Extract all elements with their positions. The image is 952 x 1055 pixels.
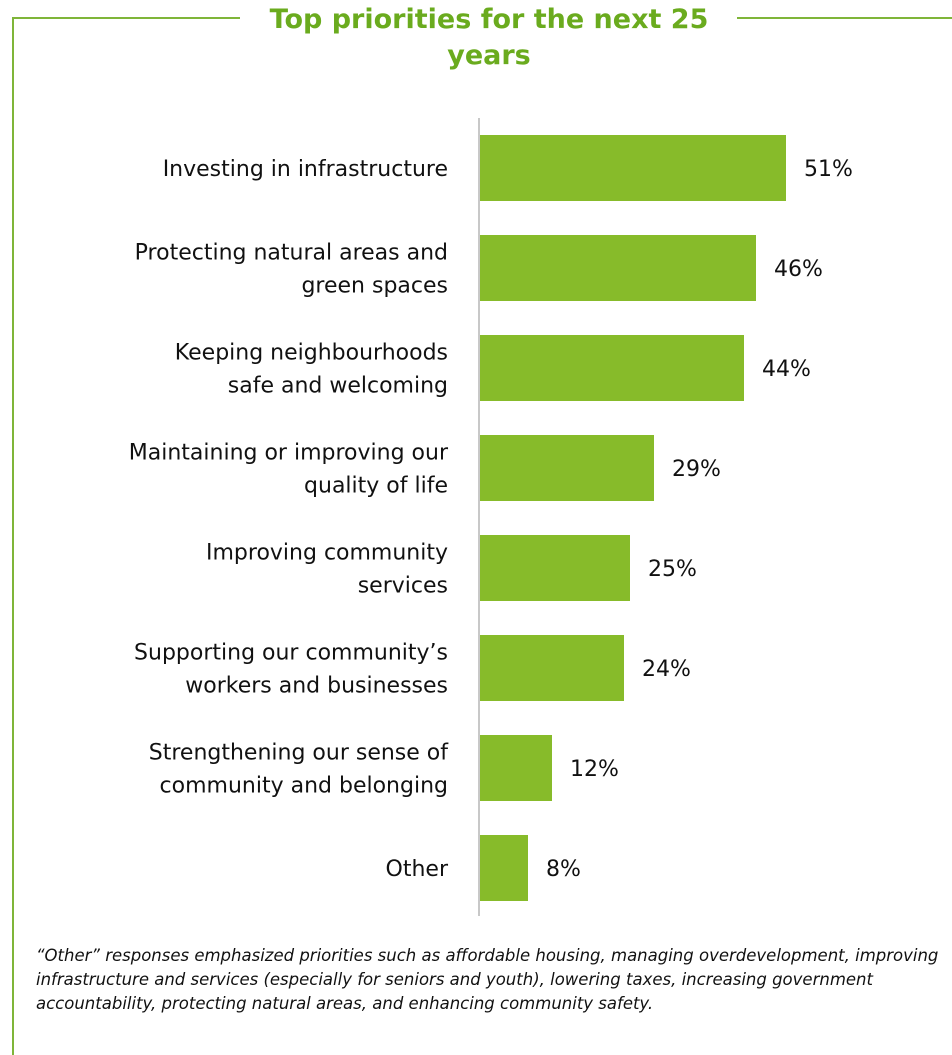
category-label: Maintaining or improving our: [129, 441, 449, 466]
category-label: Supporting our community’s: [134, 641, 448, 666]
bar: [480, 835, 528, 901]
bar: [480, 635, 624, 701]
category-label: services: [358, 574, 448, 599]
category-label: quality of life: [304, 474, 448, 499]
bar-chart: 51% Investing in infrastructure 46% Protect…: [129, 118, 853, 916]
bar-value-label: 25%: [648, 557, 697, 582]
category-label: Improving community: [206, 541, 448, 566]
footnote: “Other” responses emphasized priorities …: [36, 946, 939, 1013]
frame-top-left-line: [12, 17, 240, 19]
frame-left-line: [12, 17, 14, 1055]
bar: [480, 435, 654, 501]
category-label: Strengthening our sense of: [149, 741, 449, 766]
category-label: safe and welcoming: [228, 374, 448, 399]
category-label: Other: [386, 857, 449, 882]
bar: [480, 335, 744, 401]
chart-title: Top priorities for the next 25 years: [269, 4, 709, 71]
bar: [480, 235, 756, 301]
bar: [480, 135, 786, 201]
category-label: green spaces: [301, 274, 448, 299]
bar-value-label: 24%: [642, 657, 691, 682]
bar-value-label: 51%: [804, 157, 853, 182]
bar-value-label: 46%: [774, 257, 823, 282]
category-label: Keeping neighbourhoods: [175, 341, 448, 366]
bar-value-label: 29%: [672, 457, 721, 482]
bar-value-label: 8%: [546, 857, 581, 882]
bar: [480, 735, 552, 801]
bar-value-label: 44%: [762, 357, 811, 382]
category-label: workers and businesses: [185, 674, 448, 699]
bar-value-label: 12%: [570, 757, 619, 782]
category-label: community and belonging: [160, 774, 448, 799]
category-label: Protecting natural areas and: [135, 241, 448, 266]
category-label: Investing in infrastructure: [163, 157, 448, 182]
frame-top-right-line: [737, 17, 952, 19]
bar: [480, 535, 630, 601]
